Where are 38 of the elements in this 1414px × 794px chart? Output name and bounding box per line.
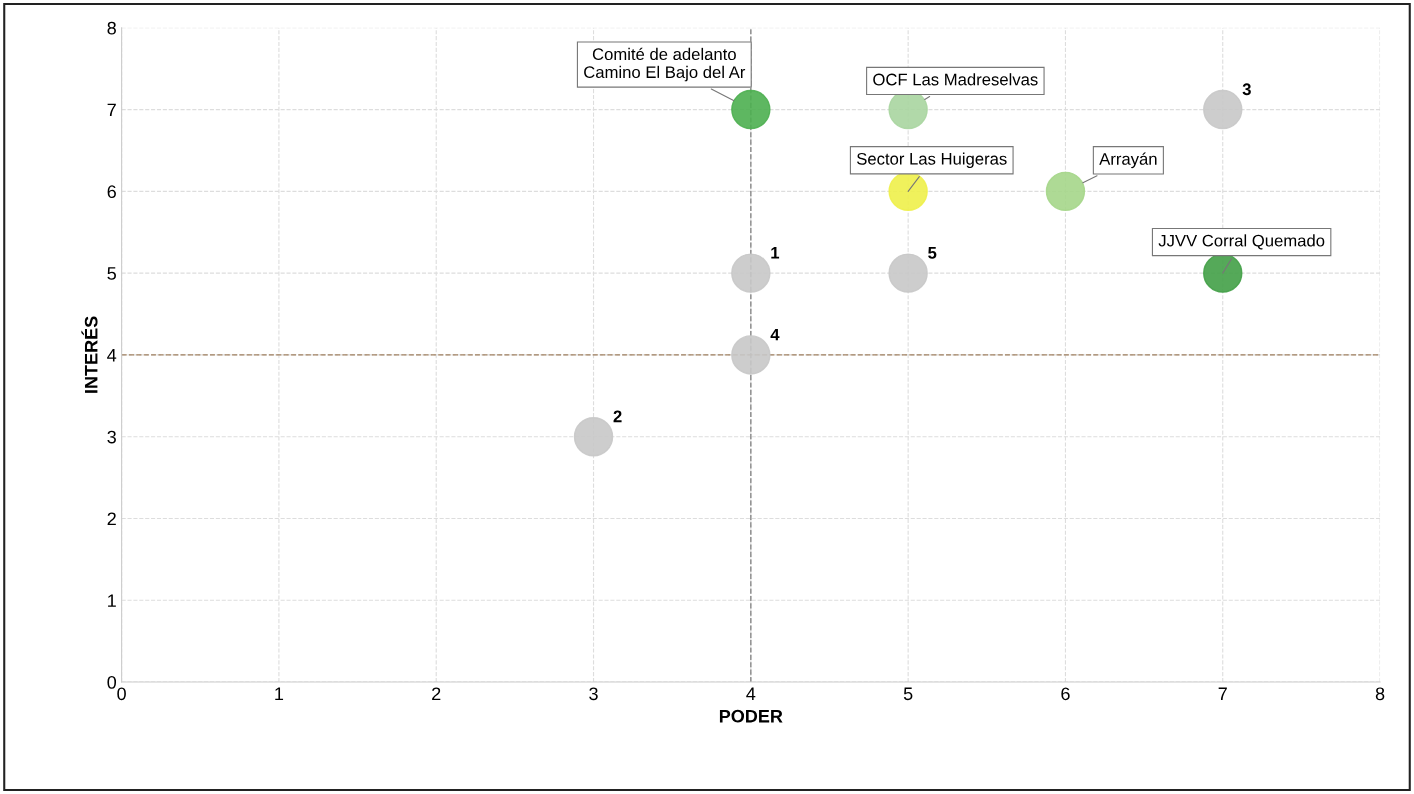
point <box>1203 253 1243 293</box>
point <box>731 253 771 293</box>
y-tick-label: 4 <box>107 349 117 362</box>
series-label: Comité de adelanto Camino El Bajo del Ar <box>584 47 746 82</box>
x-tick-label: 7 <box>1218 687 1227 700</box>
point <box>1203 89 1243 130</box>
series-label: Sector Las Huigeras <box>857 152 1007 169</box>
y-tick-label: 8 <box>107 21 116 35</box>
point <box>1045 171 1086 212</box>
point <box>731 89 771 130</box>
x-tick-label: 3 <box>589 687 598 701</box>
point <box>573 416 614 457</box>
x-axis-title: PODER <box>719 709 783 723</box>
series-label: 3 <box>1242 83 1251 96</box>
x-tick-label: 4 <box>746 687 756 700</box>
series-label: JJVV Corral Quemado <box>1158 234 1325 250</box>
y-tick-label: 2 <box>107 512 116 526</box>
y-tick-label: 0 <box>107 675 117 689</box>
x-tick-label: 6 <box>1061 687 1070 701</box>
point <box>731 335 771 375</box>
y-tick-label: 1 <box>108 594 116 607</box>
series-label: 5 <box>928 247 937 259</box>
y-axis-title: INTERÉS <box>81 316 98 393</box>
y-tick-label: 7 <box>107 103 116 117</box>
y-tick-label: 3 <box>107 430 116 444</box>
series-label: 4 <box>770 328 780 341</box>
x-tick-label: 2 <box>432 687 441 700</box>
y-tick-label: 5 <box>107 267 116 280</box>
series-label: 1 <box>771 247 780 259</box>
x-tick-label: 1 <box>275 687 284 700</box>
x-tick-label: 8 <box>1375 687 1385 701</box>
x-tick-label: 0 <box>117 687 126 701</box>
series-label: OCF Las Madreselvas <box>873 73 1038 86</box>
series-label: Arrayán <box>1099 152 1157 169</box>
y-tick-label: 6 <box>107 185 116 199</box>
x-tick-label: 5 <box>903 687 913 701</box>
series-label: 2 <box>613 410 622 423</box>
point <box>888 253 928 293</box>
